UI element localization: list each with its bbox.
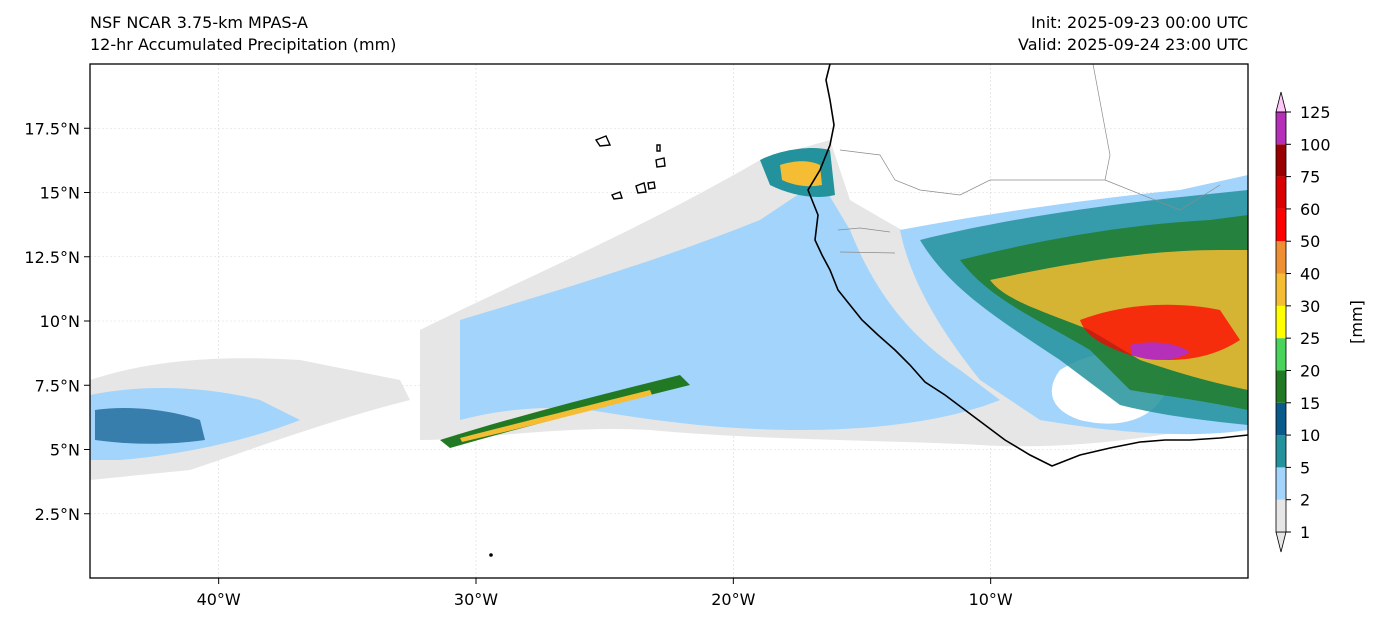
model-title: NSF NCAR 3.75-km MPAS-A (90, 13, 308, 32)
lat-tick-label: 10°N (40, 312, 80, 331)
lon-tick-label: 20°W (711, 590, 755, 609)
colorbar-segment (1276, 435, 1286, 468)
st-peter-rocks (489, 553, 493, 557)
colorbar-tick-label: 40 (1300, 265, 1320, 284)
colorbar-segment (1276, 273, 1286, 306)
colorbar-tick-label: 5 (1300, 458, 1310, 477)
country-borders (837, 64, 1221, 254)
colorbar-tick-label: 75 (1300, 168, 1320, 187)
longitude-axis: 40°W 30°W 20°W 10°W (197, 578, 1013, 609)
precip-cluster-north-core (780, 161, 822, 187)
colorbar-segment (1276, 144, 1286, 177)
colorbar-tick-label: 100 (1300, 135, 1331, 154)
colorbar-segment (1276, 467, 1286, 500)
colorbar-segment (1276, 370, 1286, 403)
colorbar-tick-label: 1 (1300, 523, 1310, 542)
colorbar-extend-min (1275, 531, 1287, 553)
lat-tick-label: 7.5°N (35, 376, 80, 395)
colorbar-tick-label: 60 (1300, 200, 1320, 219)
precip-area-2mm-east (460, 180, 1000, 430)
colorbar-segment (1276, 499, 1286, 532)
colorbar-tick-label: 30 (1300, 297, 1320, 316)
colorbar-tick-label: 2 (1300, 491, 1310, 510)
colorbar-segment (1276, 176, 1286, 209)
cape-verde-islands (594, 135, 666, 200)
colorbar-tick-label: 125 (1300, 103, 1331, 122)
lon-tick-label: 10°W (969, 590, 1013, 609)
valid-time: Valid: 2025-09-24 23:00 UTC (1017, 35, 1248, 54)
precip-west-blotch (95, 408, 205, 444)
lon-tick-label: 40°W (197, 590, 241, 609)
field-title: 12-hr Accumulated Precipitation (mm) (90, 35, 397, 54)
lat-tick-label: 17.5°N (24, 119, 80, 138)
lon-tick-label: 30°W (454, 590, 498, 609)
colorbar-segment (1276, 208, 1286, 242)
lat-tick-label: 2.5°N (35, 505, 80, 524)
precip-area-50mm (1080, 304, 1240, 360)
colorbar-tick-label: 20 (1300, 361, 1320, 380)
init-time: Init: 2025-09-23 00:00 UTC (1030, 13, 1248, 32)
colorbar-segment (1276, 241, 1286, 274)
colorbar-unit-label: [mm] (1347, 300, 1366, 344)
precip-field (90, 140, 1248, 480)
latitude-axis: 2.5°N 5°N 7.5°N 10°N 12.5°N 15°N 17.5°N (24, 119, 90, 524)
precip-area-100mm (1130, 342, 1190, 360)
map-plot-area (90, 64, 1248, 578)
colorbar-frame (1275, 111, 1287, 533)
lat-tick-label: 12.5°N (24, 248, 80, 267)
colorbar-tick-label: 50 (1300, 232, 1320, 251)
colorbar-extend-max (1275, 91, 1287, 113)
colorbar-segment (1276, 338, 1286, 371)
lat-tick-label: 15°N (40, 184, 80, 203)
colorbar-segment (1276, 305, 1286, 339)
colorbar-tick-label: 25 (1300, 329, 1320, 348)
coastlines (594, 64, 1248, 467)
colorbar-segment (1276, 402, 1286, 436)
africa-coastline (807, 64, 1248, 467)
colorbar-segment (1276, 112, 1286, 145)
precip-streak-core (460, 390, 652, 442)
colorbar-tick-label: 15 (1300, 394, 1320, 413)
colorbar-tick-label: 10 (1300, 426, 1320, 445)
lat-tick-label: 5°N (50, 441, 80, 460)
